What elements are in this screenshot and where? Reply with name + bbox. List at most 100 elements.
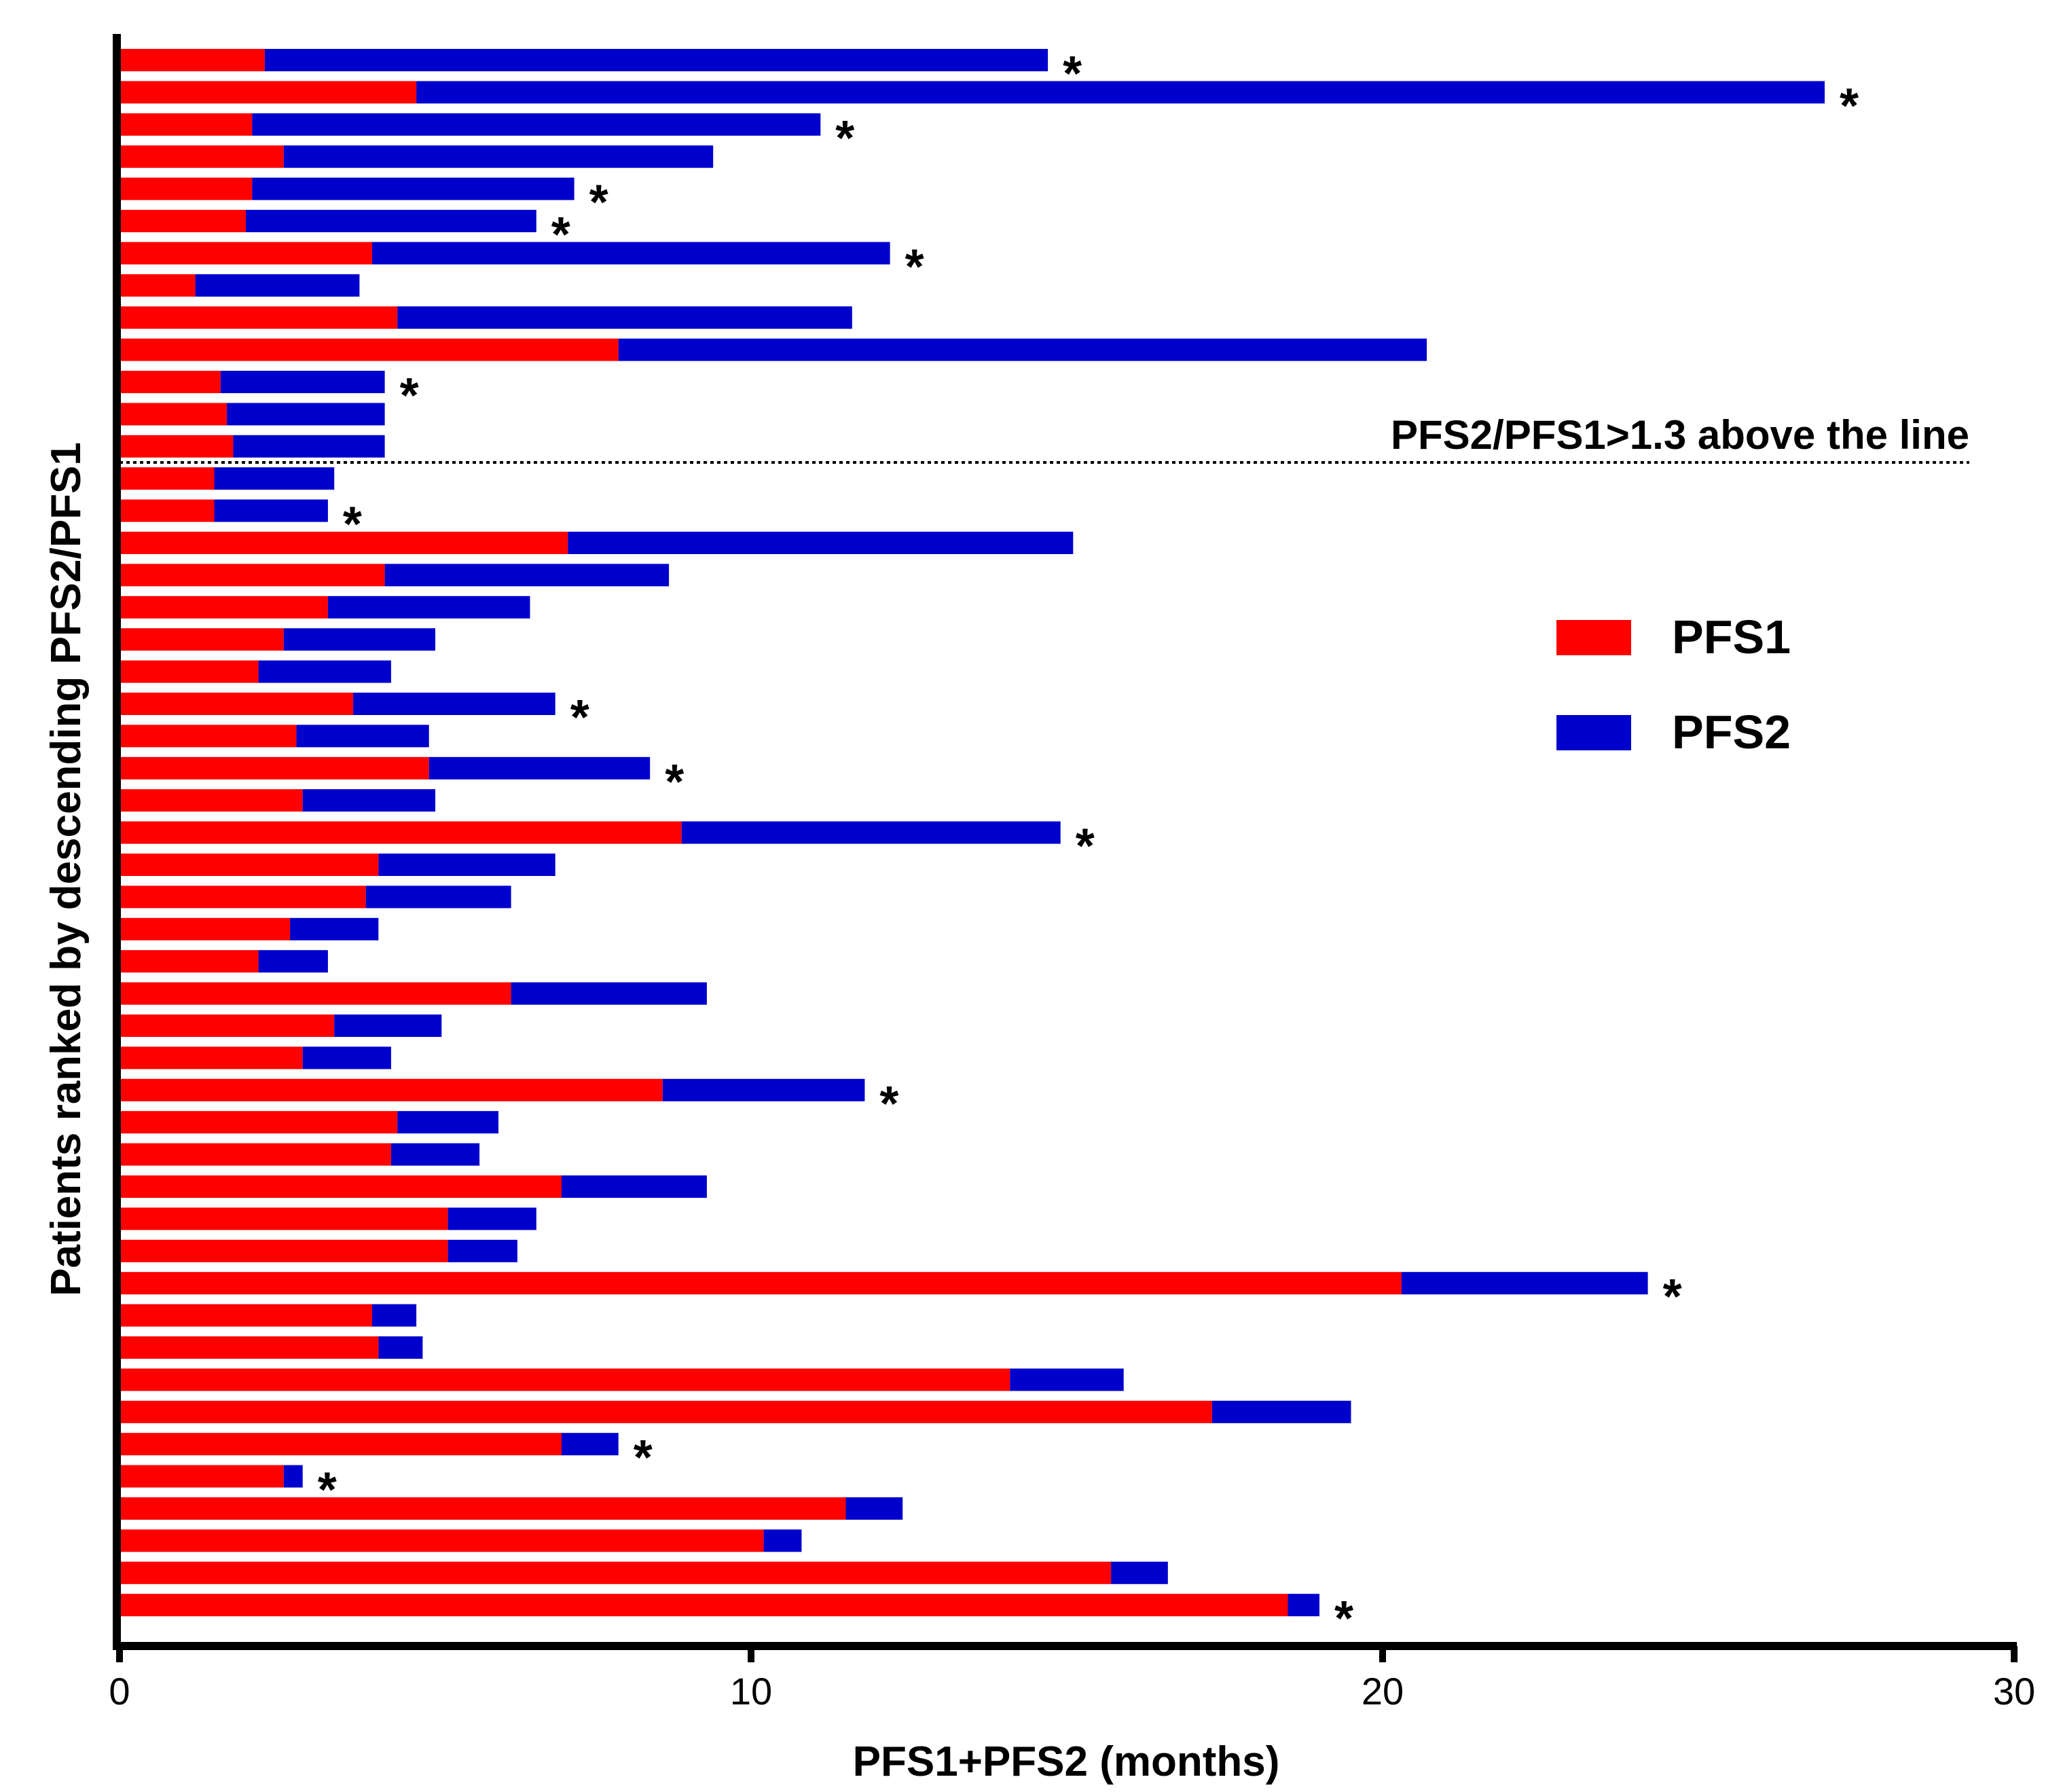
bar-pfs2 [372,242,890,265]
bar-pfs2 [397,1111,498,1134]
bar-pfs1 [120,1207,448,1230]
bar-pfs2 [562,1175,707,1198]
censor-marker: * [879,1077,898,1131]
bar-pfs1 [120,596,328,619]
legend-swatch-pfs2 [1556,715,1631,750]
bar-pfs1 [120,854,379,876]
legend-label-pfs2: PFS2 [1672,706,1791,758]
bar-pfs2 [264,49,1048,71]
bar-pfs2 [568,532,1074,554]
x-tick-label: 30 [1993,1670,2035,1713]
bar-pfs1 [120,49,265,71]
bar-pfs1 [120,1078,663,1101]
bar-pfs1 [120,1304,372,1327]
bar-pfs2 [618,338,1427,361]
bar-pfs2 [390,1143,480,1166]
censor-marker: * [318,1463,337,1518]
bar-pfs2 [258,950,328,973]
bar-pfs1 [120,725,297,748]
bar-pfs1 [120,1143,391,1166]
bar-pfs2 [252,113,821,136]
bar-pfs1 [120,982,511,1005]
bar-pfs1 [120,210,246,232]
bar-pfs1 [120,81,417,104]
censor-marker: * [835,111,854,166]
bar-pfs2 [428,756,651,780]
censor-marker: * [1663,1270,1682,1324]
bar-pfs1 [120,338,619,361]
bar-pfs2 [283,1465,303,1488]
bar-pfs1 [120,113,253,136]
bar-pfs2 [214,467,335,490]
bar-pfs1 [120,274,196,297]
censor-marker: * [570,691,589,745]
bar-pfs1 [120,1336,379,1359]
bar-pfs2 [763,1529,802,1552]
bar-pfs2 [416,81,1825,104]
bar-pfs2 [1288,1594,1319,1617]
bar-pfs1 [120,1400,1212,1423]
bar-pfs1 [120,435,234,458]
bar-pfs1 [120,1111,398,1134]
bar-pfs2 [334,1014,442,1037]
bar-pfs2 [662,1078,865,1101]
bar-pfs2 [378,854,555,876]
bar-pfs2 [214,499,328,522]
bar-pfs2 [384,564,670,587]
bar-pfs2 [448,1239,517,1262]
bar-pfs1 [120,467,215,490]
legend-label-pfs1: PFS1 [1672,610,1791,663]
legend-swatch-pfs1 [1556,620,1631,655]
bar-pfs2 [1010,1368,1124,1391]
bar-pfs2 [448,1207,536,1230]
bar-pfs2 [220,371,385,393]
bar-pfs1 [120,177,253,200]
bar-pfs2 [258,660,391,683]
bar-pfs1 [120,628,284,651]
bar-pfs2 [1401,1272,1648,1295]
bar-pfs1 [120,1368,1010,1391]
bar-pfs2 [246,210,536,232]
bar-pfs1 [120,145,284,168]
bar-pfs1 [120,403,227,426]
bar-pfs1 [120,885,366,909]
bar-pfs1 [120,1175,562,1198]
bar-pfs2 [252,177,574,200]
censor-marker: * [905,240,924,294]
censor-marker: * [1840,79,1859,133]
bar-pfs2 [562,1433,619,1456]
bar-pfs2 [327,596,530,619]
bar-pfs1 [120,1561,1112,1584]
censor-marker: * [665,755,684,809]
censor-marker: * [1063,47,1082,101]
threshold-label: PFS2/PFS1>1.3 above the line [1391,412,1969,458]
x-tick-label: 20 [1362,1670,1404,1713]
bar-pfs1 [120,1239,448,1262]
bar-pfs1 [120,1272,1402,1295]
bar-pfs1 [120,950,259,973]
bar-pfs2 [296,725,429,748]
bar-pfs2 [302,1046,391,1069]
censor-marker: * [1334,1592,1353,1646]
bar-pfs2 [290,917,379,940]
bar-pfs2 [1111,1561,1168,1584]
bar-pfs2 [283,145,714,168]
bar-pfs1 [120,821,682,844]
bar-pfs1 [120,1046,303,1069]
bar-pfs2 [378,1336,423,1359]
bar-pfs1 [120,371,221,393]
x-tick-label: 0 [109,1670,130,1713]
x-ticks: 0 10 20 30 [109,1646,2035,1713]
bar-pfs1 [120,532,568,554]
censor-marker: * [589,176,608,230]
bar-pfs1 [120,1497,846,1520]
bar-pfs2 [283,628,435,651]
censor-marker: * [551,208,570,262]
bar-pfs2 [302,789,435,812]
bar-pfs2 [511,982,707,1005]
censor-marker: * [343,498,362,552]
bar-pfs1 [120,756,429,780]
stars-group: * * * * * * * * * * * * * * * * [318,47,1859,1646]
bar-pfs1 [120,789,303,812]
x-axis-title: PFS1+PFS2 (months) [853,1738,1280,1785]
